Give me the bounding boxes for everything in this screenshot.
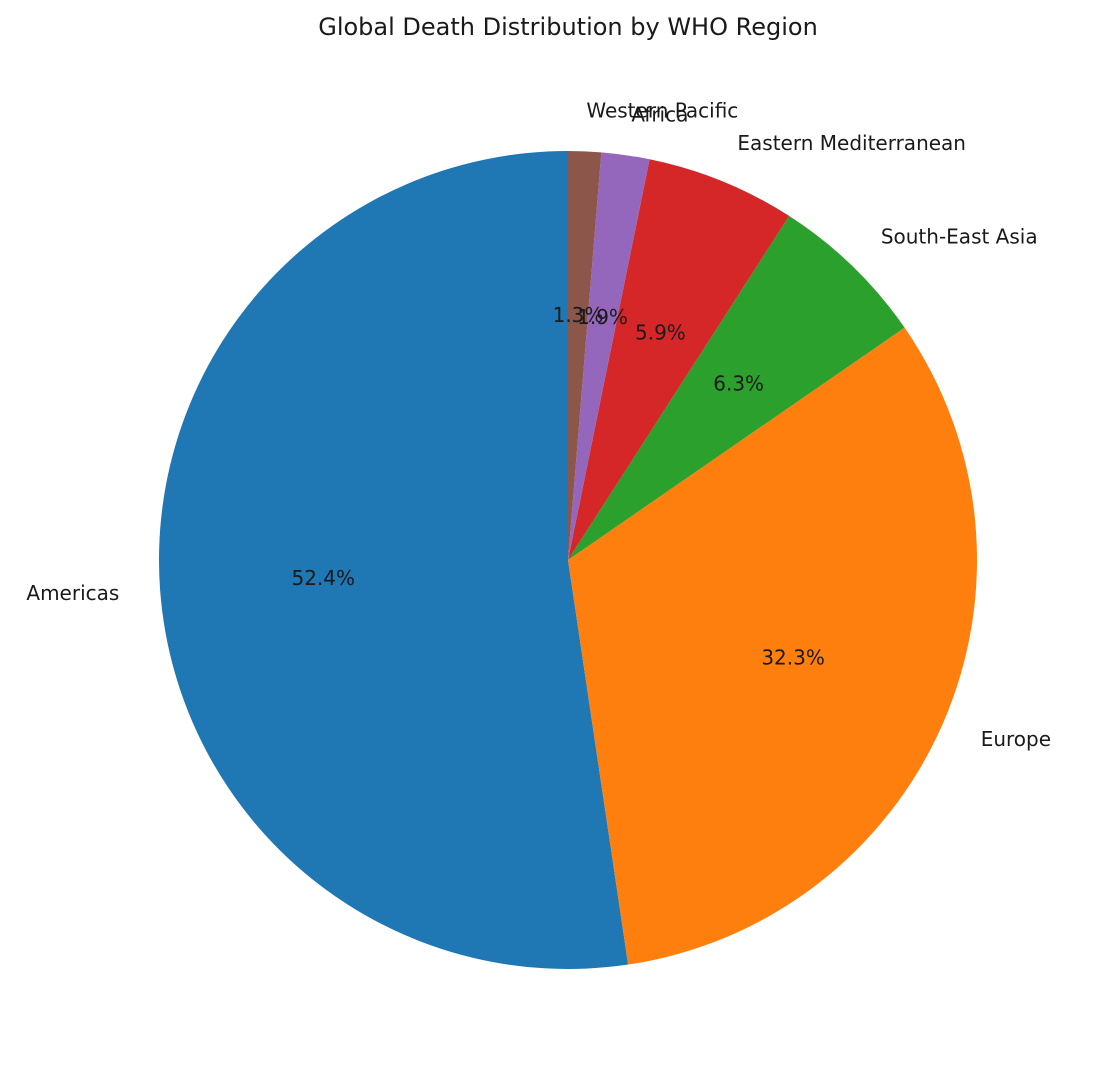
slice-percent-eastern-mediterranean: 5.9% bbox=[635, 321, 686, 345]
pie-slice-western-pacific bbox=[568, 151, 602, 560]
chart-title: Global Death Distribution by WHO Region bbox=[318, 13, 818, 41]
slice-percent-americas: 52.4% bbox=[291, 566, 355, 590]
pie-slice-europe bbox=[568, 327, 977, 965]
slice-percent-africa: 1.9% bbox=[577, 305, 628, 329]
pie-slice-africa bbox=[568, 152, 650, 561]
slice-percent-south-east-asia: 6.3% bbox=[713, 372, 764, 396]
labels-layer: Americas 52.4% Europe 32.3% South-East Asia 6… bbox=[26, 98, 1051, 751]
slice-percent-western-pacific: 1.3% bbox=[553, 303, 604, 327]
slice-label-africa: Africa bbox=[631, 103, 688, 127]
slice-label-eastern-mediterranean: Eastern Mediterranean bbox=[737, 131, 966, 155]
slice-label-americas: Americas bbox=[26, 581, 119, 605]
pie-slice-eastern-mediterranean bbox=[568, 159, 790, 560]
slice-percent-europe: 32.3% bbox=[761, 646, 825, 670]
slice-label-south-east-asia: South-East Asia bbox=[881, 225, 1038, 249]
slice-label-europe: Europe bbox=[981, 727, 1051, 751]
pie-slice-south-east-asia bbox=[568, 215, 905, 560]
slice-label-western-pacific: Western Pacific bbox=[586, 98, 738, 122]
slices-layer bbox=[159, 151, 977, 969]
pie-slice-americas bbox=[159, 151, 629, 969]
